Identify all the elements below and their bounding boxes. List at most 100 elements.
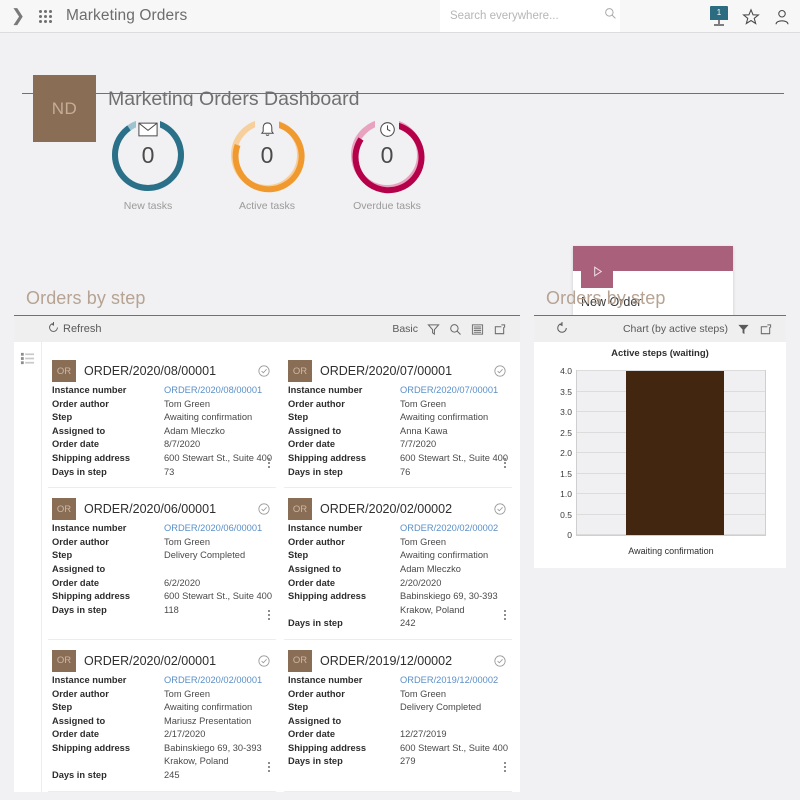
app-title: Marketing Orders bbox=[66, 7, 188, 24]
instance-number-link[interactable]: ORDER/2020/06/00001 bbox=[164, 523, 263, 534]
check-circle-icon[interactable] bbox=[256, 365, 272, 377]
field-label: Instance number bbox=[288, 674, 363, 685]
card-overflow-menu-icon[interactable] bbox=[268, 761, 270, 772]
order-field-row: Days in step 245 bbox=[52, 769, 272, 783]
field-label: Step bbox=[52, 702, 73, 713]
notification-icon[interactable]: 1 bbox=[708, 5, 730, 28]
field-value: Anna Kawa bbox=[400, 425, 448, 436]
field-label: Days in step bbox=[52, 604, 107, 615]
chart-bar[interactable] bbox=[625, 371, 724, 535]
kpi-label: Active tasks bbox=[238, 200, 296, 212]
card-overflow-menu-icon[interactable] bbox=[504, 458, 506, 469]
field-label: Days in step bbox=[288, 618, 343, 629]
order-card[interactable]: OR ORDER/2020/02/00002 Instance number ORDE… bbox=[284, 488, 512, 640]
order-field-row: Order date 12/27/2019 bbox=[288, 728, 508, 742]
card-overflow-menu-icon[interactable] bbox=[504, 761, 506, 772]
kpi-new-tasks[interactable]: 0 New tasks bbox=[109, 116, 187, 212]
refresh-button[interactable]: Refresh bbox=[48, 322, 102, 336]
view-mode-label[interactable]: Basic bbox=[392, 323, 418, 335]
card-overflow-menu-icon[interactable] bbox=[504, 609, 506, 620]
orders-list: OR ORDER/2020/08/00001 Instance number ORDE… bbox=[14, 342, 520, 792]
envelope-icon bbox=[136, 119, 160, 139]
instance-number-link[interactable]: ORDER/2020/07/00001 bbox=[400, 385, 499, 395]
order-cards-container: OR ORDER/2020/08/00001 Instance number ORDE… bbox=[42, 342, 520, 792]
order-field-row: Assigned to Adam Mleczko bbox=[52, 425, 272, 439]
kpi-value: 0 bbox=[380, 141, 394, 168]
refresh-button[interactable] bbox=[556, 321, 568, 337]
instance-number-link[interactable]: ORDER/2019/12/00002 bbox=[400, 674, 499, 685]
expand-icon[interactable] bbox=[754, 323, 776, 336]
x-axis-tick-label: Awaiting confirmation bbox=[628, 546, 714, 556]
field-label: Step bbox=[288, 412, 309, 423]
order-field-row: Order author Tom Green bbox=[288, 688, 508, 702]
check-circle-icon[interactable] bbox=[256, 655, 272, 667]
list-toolbar: Refresh Basic bbox=[14, 316, 520, 342]
grid-line: 4.0 bbox=[560, 366, 765, 376]
order-field-row: Order date 8/7/2020 bbox=[52, 438, 272, 452]
order-field-row: Instance number ORDER/2019/12/00002 bbox=[288, 674, 508, 688]
check-circle-icon[interactable] bbox=[492, 655, 508, 667]
instance-number-link[interactable]: ORDER/2020/02/00001 bbox=[164, 674, 263, 685]
order-card[interactable]: OR ORDER/2019/12/00002 Instance number ORDE… bbox=[284, 639, 512, 792]
order-card[interactable]: OR ORDER/2020/06/00001 Instance number ORDE… bbox=[48, 488, 276, 640]
check-circle-icon[interactable] bbox=[256, 503, 272, 515]
panel-title: Orders by step bbox=[546, 288, 666, 308]
order-card[interactable]: OR ORDER/2020/08/00001 Instance number ORDE… bbox=[48, 350, 276, 489]
expand-icon[interactable] bbox=[488, 323, 510, 336]
search-icon[interactable] bbox=[444, 323, 466, 336]
field-label: Step bbox=[52, 412, 73, 423]
star-icon[interactable] bbox=[741, 7, 761, 27]
field-value: 600 Stewart St., Suite 400 bbox=[400, 742, 509, 753]
filter-icon[interactable] bbox=[422, 323, 444, 336]
check-circle-icon[interactable] bbox=[492, 365, 508, 377]
app-grid-icon[interactable] bbox=[30, 9, 60, 23]
order-field-row: Order author Tom Green bbox=[52, 688, 272, 702]
order-field-row: Days in step 242 bbox=[288, 617, 508, 631]
instance-number-link[interactable]: ORDER/2020/02/00002 bbox=[400, 523, 499, 534]
card-overflow-menu-icon[interactable] bbox=[268, 609, 270, 620]
lines-icon[interactable] bbox=[466, 323, 488, 336]
filter-icon[interactable] bbox=[732, 323, 754, 336]
order-field-row: Order date 6/2/2020 bbox=[52, 577, 272, 591]
order-card-title: ORDER/2019/12/00002 bbox=[320, 653, 453, 668]
field-label: Order date bbox=[52, 729, 100, 740]
order-field-row: Shipping address Babinskiego 69, 30-393 Kr… bbox=[52, 742, 272, 769]
card-overflow-menu-icon[interactable] bbox=[268, 458, 270, 469]
orders-by-step-list-panel: Orders by step Refresh Basic bbox=[14, 283, 520, 792]
user-icon[interactable] bbox=[772, 7, 792, 27]
instance-number-link[interactable]: ORDER/2020/08/00001 bbox=[164, 385, 263, 395]
field-value: Tom Green bbox=[164, 688, 210, 699]
field-value: Adam Mleczko bbox=[164, 425, 225, 436]
order-field-row: Assigned to bbox=[52, 563, 272, 577]
order-field-row: Order author Tom Green bbox=[52, 398, 272, 412]
order-card[interactable]: OR ORDER/2020/02/00001 Instance number ORDE… bbox=[48, 639, 276, 792]
order-card-title: ORDER/2020/02/00001 bbox=[84, 653, 217, 668]
field-label: Order date bbox=[52, 577, 100, 588]
order-field-row: Order date 2/17/2020 bbox=[52, 728, 272, 742]
kpi-active-tasks[interactable]: 0 Active tasks bbox=[228, 116, 306, 212]
panel-divider bbox=[534, 315, 786, 316]
search-icon[interactable] bbox=[604, 7, 617, 25]
search-input[interactable] bbox=[450, 10, 604, 22]
order-field-row: Days in step 279 bbox=[288, 755, 508, 769]
chevron-right-icon[interactable]: ❯ bbox=[10, 6, 26, 25]
list-view-icon[interactable] bbox=[20, 351, 35, 792]
kpi-overdue-tasks[interactable]: 0 Overdue tasks bbox=[348, 116, 426, 212]
field-value: 76 bbox=[400, 466, 411, 477]
field-value: Tom Green bbox=[164, 536, 210, 547]
field-value: 279 bbox=[400, 756, 416, 767]
field-label: Days in step bbox=[288, 466, 343, 477]
global-search-box[interactable] bbox=[440, 0, 620, 32]
field-label: Shipping address bbox=[288, 591, 367, 602]
view-toggle-rail[interactable] bbox=[14, 342, 42, 792]
field-value: Awaiting confirmation bbox=[164, 702, 253, 713]
order-field-row: Step Awaiting confirmation bbox=[288, 411, 508, 425]
chart-mode-label[interactable]: Chart (by active steps) bbox=[622, 323, 728, 335]
field-value: Babinskiego 69, 30-393 Krakow, Poland bbox=[164, 742, 262, 767]
field-value: 600 Stewart St., Suite 400 bbox=[400, 452, 509, 463]
check-circle-icon[interactable] bbox=[492, 503, 508, 515]
order-field-row: Days in step 73 bbox=[52, 466, 272, 480]
order-card[interactable]: OR ORDER/2020/07/00001 Instance number ORDE… bbox=[284, 350, 512, 489]
y-axis-tick-label: 3.5 bbox=[560, 386, 572, 397]
chart-toolbar: Chart (by active steps) bbox=[534, 316, 786, 342]
